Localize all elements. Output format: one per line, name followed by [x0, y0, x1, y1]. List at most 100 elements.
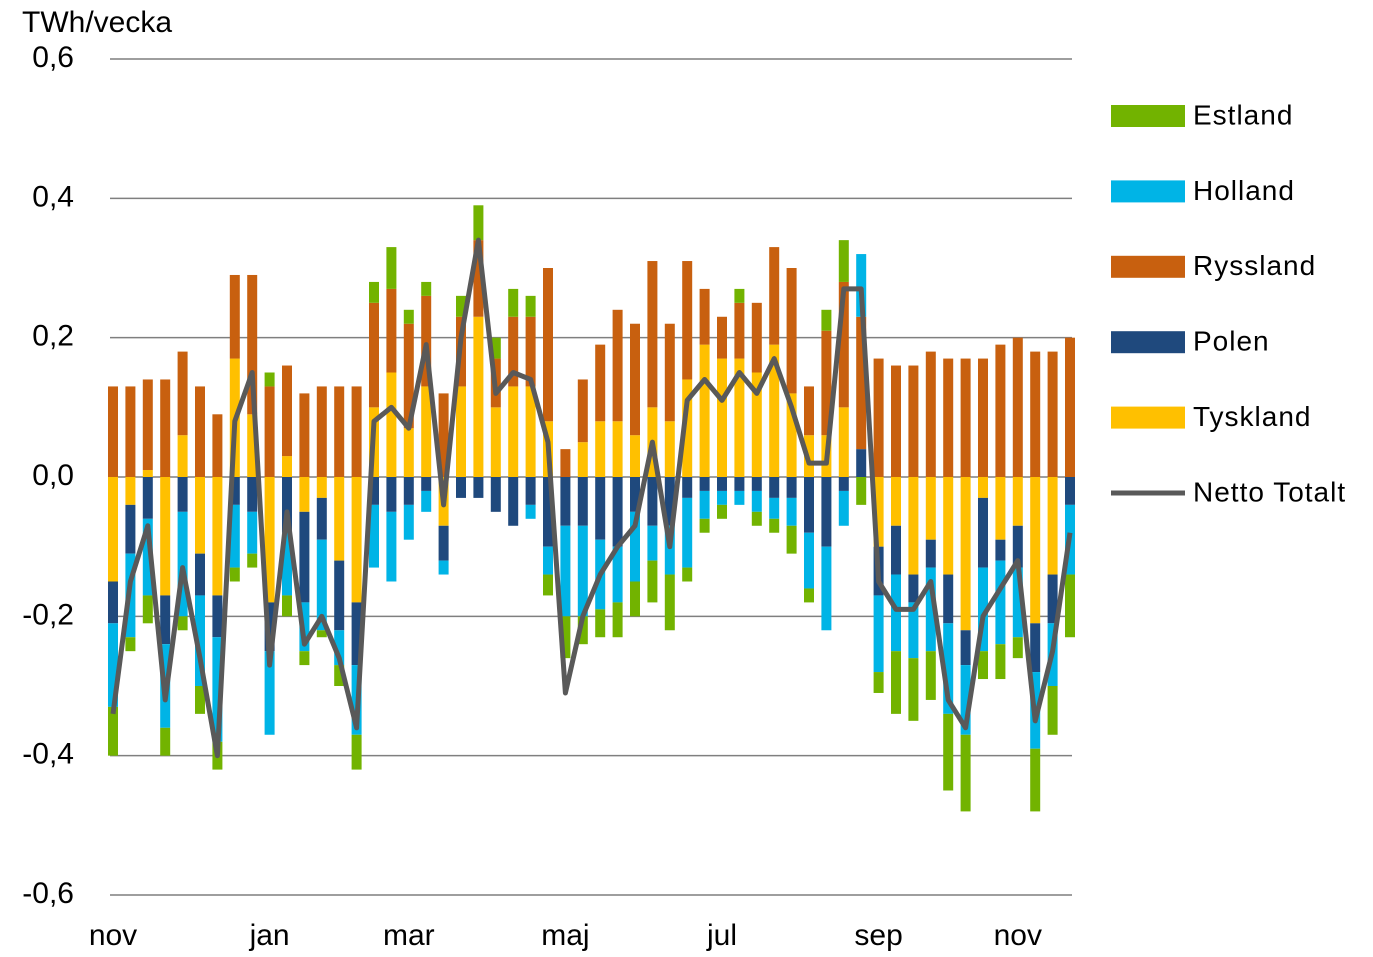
bar	[508, 477, 519, 526]
x-tick-label: jan	[249, 919, 290, 952]
bar	[682, 379, 693, 477]
bar	[1047, 477, 1058, 575]
bar	[386, 247, 397, 289]
bar	[960, 630, 971, 666]
bar	[925, 351, 936, 477]
bar	[577, 379, 588, 443]
bar	[682, 567, 693, 582]
bar	[751, 302, 762, 373]
bar	[490, 407, 501, 477]
bar	[299, 651, 310, 666]
bar	[229, 504, 240, 568]
legend-label: Estland	[1193, 99, 1293, 130]
bar	[838, 240, 849, 282]
bar	[908, 365, 919, 477]
bar	[751, 490, 762, 512]
y-tick-label: 0,0	[32, 459, 74, 492]
legend-label: Holland	[1193, 175, 1295, 206]
bar	[1030, 351, 1041, 477]
bar	[699, 344, 710, 477]
bar	[699, 288, 710, 345]
line	[110, 237, 1073, 759]
bar	[525, 295, 536, 317]
bar	[334, 477, 345, 561]
bar	[177, 435, 188, 477]
bar	[804, 532, 814, 589]
bar	[525, 316, 536, 387]
bar	[612, 309, 623, 422]
bar	[595, 344, 606, 422]
bar	[1012, 567, 1023, 638]
bar	[108, 623, 118, 707]
legend-swatch	[1111, 180, 1185, 203]
y-tick-label: -0,6	[22, 877, 74, 910]
bar	[838, 407, 849, 477]
bar	[229, 274, 240, 359]
y-tick-label: 0,6	[32, 41, 74, 74]
bar	[282, 365, 292, 457]
bar	[142, 470, 153, 477]
bar	[612, 477, 623, 547]
bar	[612, 602, 623, 638]
bar	[1065, 477, 1075, 505]
bar	[560, 616, 571, 659]
bar	[160, 477, 171, 596]
bar	[195, 595, 205, 686]
bar	[177, 511, 188, 617]
y-tick-label: -0,4	[22, 738, 74, 771]
bar	[751, 372, 762, 477]
bar	[316, 477, 327, 498]
bar	[1065, 337, 1075, 477]
bar	[403, 477, 414, 505]
bar	[125, 504, 136, 554]
bar	[925, 477, 936, 540]
legend-swatch	[1111, 331, 1185, 354]
bar	[960, 358, 971, 477]
bar	[403, 504, 414, 540]
y-tick-label: -0,2	[22, 598, 74, 631]
bar	[108, 477, 118, 582]
bar	[995, 539, 1006, 561]
bar	[316, 386, 327, 477]
bar	[873, 477, 884, 547]
bar	[386, 477, 397, 512]
bar	[299, 393, 310, 477]
bar	[1030, 623, 1041, 673]
bar	[856, 316, 867, 450]
bar	[978, 358, 988, 477]
bar	[577, 616, 588, 645]
bar	[299, 511, 310, 603]
legend-swatch	[1111, 406, 1185, 429]
bar	[473, 240, 484, 317]
bar	[978, 477, 988, 498]
bar	[630, 477, 640, 512]
bar	[1065, 574, 1075, 638]
legend-label: Tyskland	[1193, 401, 1312, 432]
bar	[838, 477, 849, 491]
bar	[699, 477, 710, 491]
bar	[960, 665, 971, 735]
bar	[334, 630, 345, 666]
bar	[699, 518, 710, 533]
bar	[786, 268, 797, 394]
bar	[1012, 525, 1023, 568]
bar	[595, 477, 606, 540]
bar	[438, 393, 449, 477]
bar	[647, 525, 658, 561]
bar	[142, 477, 153, 519]
bar	[943, 358, 954, 477]
bar	[751, 477, 762, 491]
bar	[160, 727, 171, 756]
bar	[821, 309, 832, 331]
bar	[264, 651, 275, 735]
bar	[577, 442, 588, 477]
bar	[786, 393, 797, 477]
bar	[664, 421, 675, 477]
bar	[316, 630, 327, 638]
bar	[142, 595, 153, 624]
bar	[125, 637, 136, 652]
bar	[543, 574, 553, 596]
bar	[421, 295, 432, 387]
bar	[838, 490, 849, 526]
bar	[630, 323, 640, 436]
